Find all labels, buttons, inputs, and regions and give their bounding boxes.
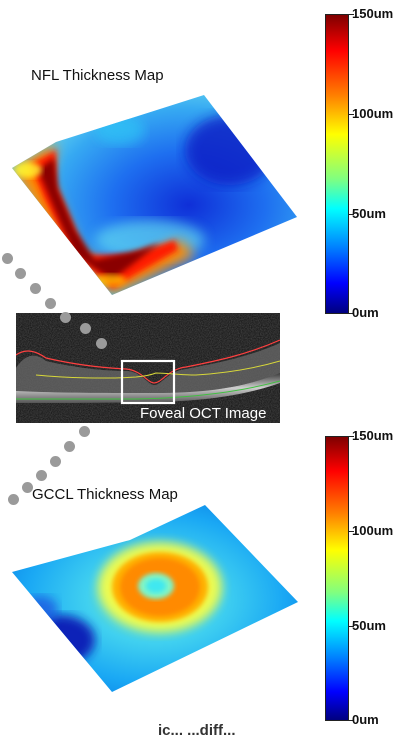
gccl-tick-mark-100 (349, 531, 354, 532)
connector-dot (45, 298, 56, 309)
gccl-tick-mark-50 (349, 626, 354, 627)
connector-dot (60, 312, 71, 323)
connector-dot (79, 426, 90, 437)
connector-dot (2, 253, 13, 264)
gccl-thickness-map (12, 505, 298, 692)
gccl-tick-mark-0 (349, 720, 354, 721)
connector-dot (22, 482, 33, 493)
nfl-tick-mark-50 (349, 214, 354, 215)
nfl-tick-label-100: 100um (352, 106, 394, 121)
gccl-map-title: GCCL Thickness Map (32, 486, 178, 503)
gccl-tick-label-150: 150um (352, 428, 394, 443)
nfl-tick-mark-150 (349, 14, 354, 15)
connector-dot (15, 268, 26, 279)
connector-dot (30, 283, 41, 294)
foveal-oct-image (16, 313, 280, 423)
gccl-tick-mark-150 (349, 436, 354, 437)
oct-image-label: Foveal OCT Image (140, 405, 267, 422)
nfl-tick-label-0: 0um (352, 305, 379, 320)
nfl-colorbar (325, 14, 349, 314)
nfl-tick-label-50: 50um (352, 206, 386, 221)
gccl-tick-label-100: 100um (352, 523, 394, 538)
gccl-tick-label-0: 0um (352, 712, 379, 727)
nfl-tick-mark-100 (349, 114, 354, 115)
connector-dot (8, 494, 19, 505)
nfl-map-title: NFL Thickness Map (31, 67, 164, 84)
nfl-tick-mark-0 (349, 313, 354, 314)
connector-dot (96, 338, 107, 349)
connector-dot (50, 456, 61, 467)
nfl-tick-label-150: 150um (352, 6, 394, 21)
connector-dot (64, 441, 75, 452)
connector-dot (36, 470, 47, 481)
gccl-tick-label-50: 50um (352, 618, 386, 633)
gccl-colorbar (325, 436, 349, 721)
connector-dot (80, 323, 91, 334)
nfl-thickness-map (12, 95, 297, 295)
